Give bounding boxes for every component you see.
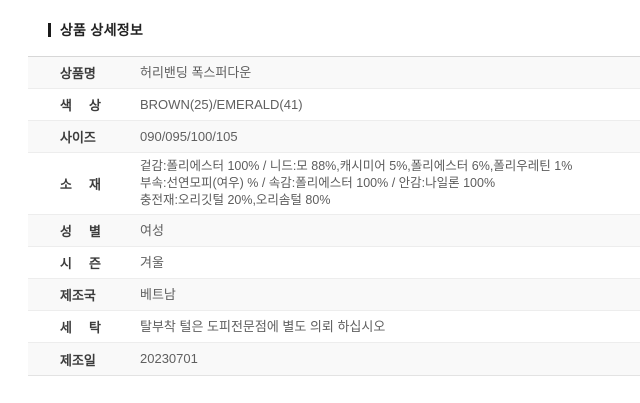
row-label: 상품명 [60, 66, 96, 81]
table-row: 성 별 여성 [28, 215, 640, 247]
material-line: 겉감:폴리에스터 100% / 니드:모 88%,캐시미어 5%,폴리에스터 6… [140, 159, 573, 173]
row-value: 겉감:폴리에스터 100% / 니드:모 88%,캐시미어 5%,폴리에스터 6… [140, 158, 640, 209]
row-value: 20230701 [140, 351, 198, 366]
row-value: 090/095/100/105 [140, 128, 238, 144]
row-label: 세 탁 [60, 320, 101, 335]
table-row: 소 재 겉감:폴리에스터 100% / 니드:모 88%,캐시미어 5%,폴리에… [28, 153, 640, 215]
row-label: 소 재 [60, 177, 101, 192]
table-row: 상품명 허리밴딩 폭스퍼다운 [28, 57, 640, 89]
section-title: 상품 상세정보 [60, 22, 144, 38]
row-value: BROWN(25)/EMERALD(41) [140, 96, 303, 112]
row-label: 제조국 [60, 288, 96, 303]
row-label: 사이즈 [60, 130, 96, 145]
row-label: 색 상 [60, 98, 101, 113]
material-line: 충전재:오리깃털 20%,오리솜털 80% [140, 193, 331, 207]
table-row: 사이즈 090/095/100/105 [28, 121, 640, 153]
product-spec-table: 상품명 허리밴딩 폭스퍼다운 색 상 BROWN(25)/EMERALD(41)… [28, 56, 640, 376]
row-label: 성 별 [60, 224, 101, 239]
table-row: 색 상 BROWN(25)/EMERALD(41) [28, 89, 640, 121]
table-row: 세 탁 탈부착 털은 도피전문점에 별도 의뢰 하십시오 [28, 311, 640, 343]
table-row: 제조일 20230701 [28, 343, 640, 375]
material-line: 부속:선연모피(여우) % / 속감:폴리에스터 100% / 안감:나일론 1… [140, 176, 496, 190]
row-label: 시 즌 [60, 256, 101, 271]
section-accent-bar [48, 23, 51, 37]
table-row: 시 즌 겨울 [28, 247, 640, 279]
row-value: 베트남 [140, 286, 176, 302]
row-value: 허리밴딩 폭스퍼다운 [140, 64, 252, 80]
section-header: 상품 상세정보 [48, 22, 143, 38]
table-row: 제조국 베트남 [28, 279, 640, 311]
row-label: 제조일 [60, 352, 96, 368]
row-value: 여성 [140, 222, 164, 238]
row-value: 탈부착 털은 도피전문점에 별도 의뢰 하십시오 [140, 318, 386, 334]
row-value: 겨울 [140, 254, 164, 270]
